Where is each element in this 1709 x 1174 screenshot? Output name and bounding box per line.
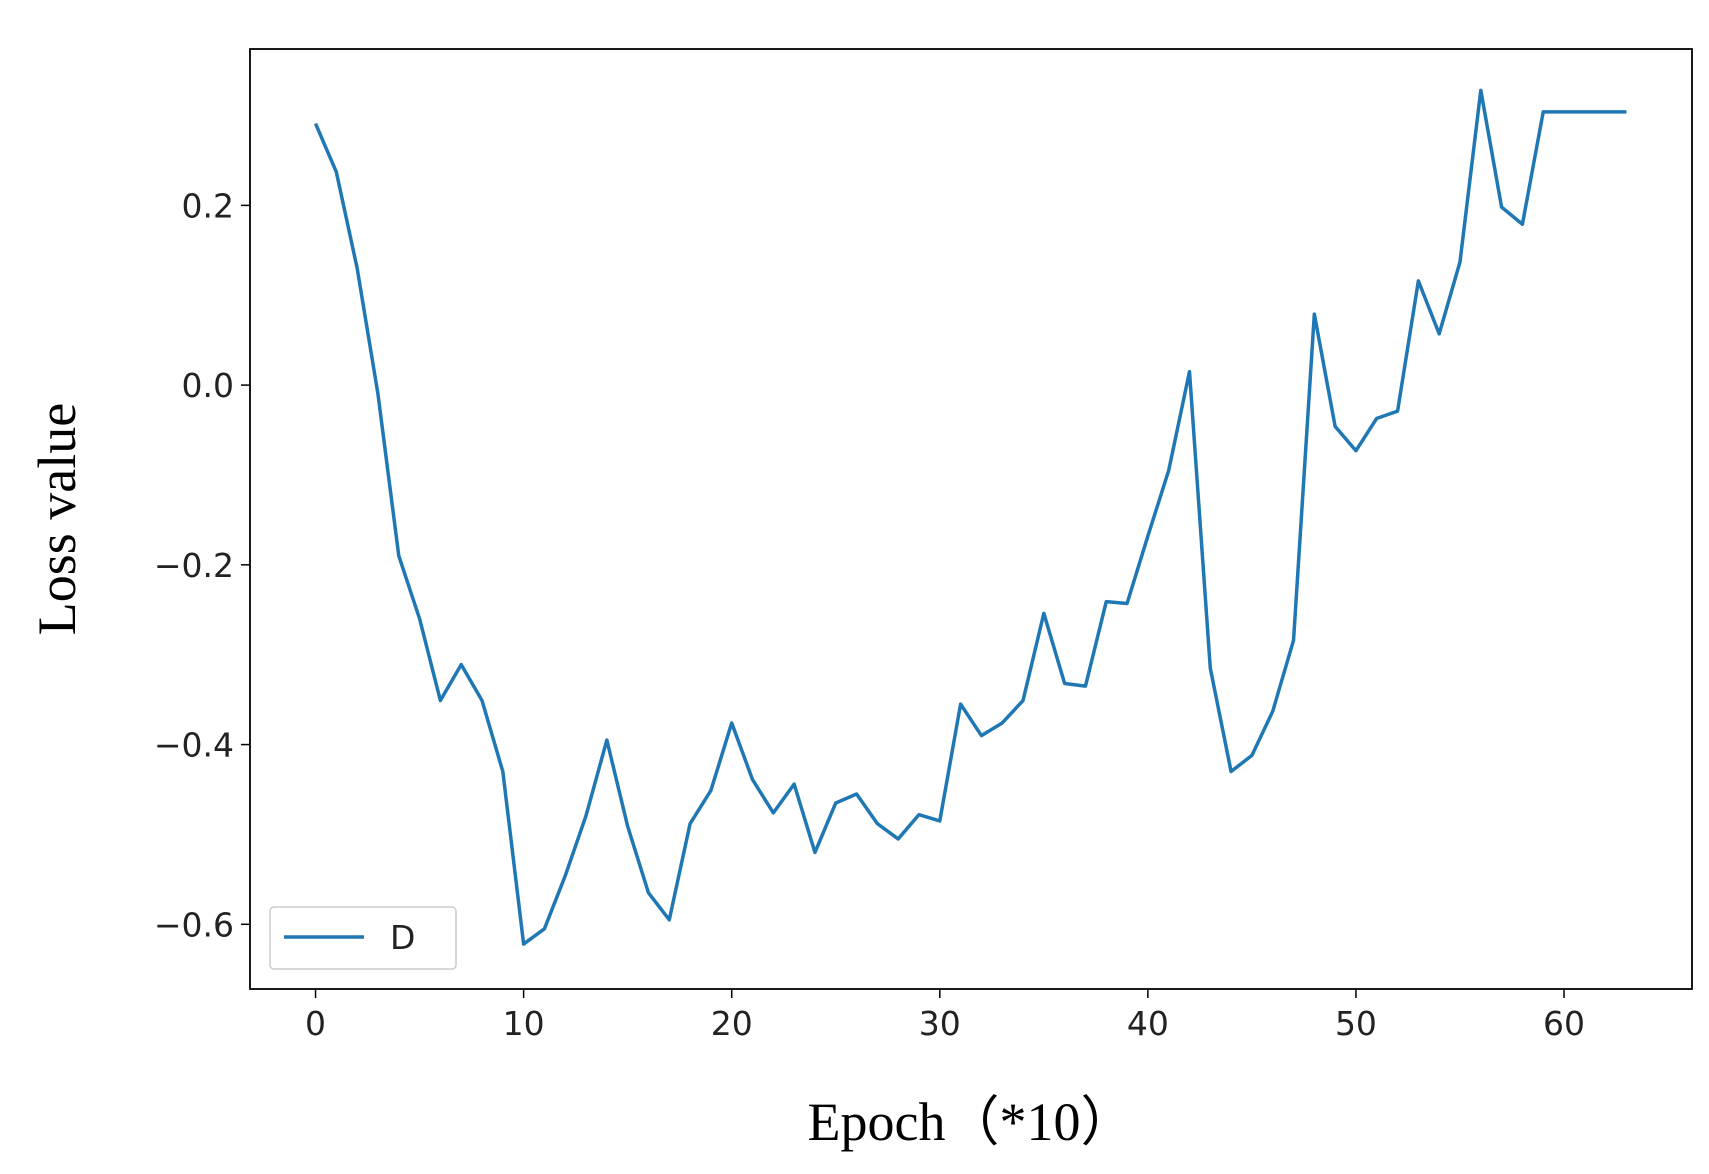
y-axis-title: Loss value bbox=[27, 403, 87, 635]
y-tick-label: −0.4 bbox=[154, 726, 234, 765]
x-tick-label: 0 bbox=[305, 1004, 326, 1043]
x-tick-label: 40 bbox=[1127, 1004, 1169, 1043]
x-axis-title: Epoch（*10） bbox=[808, 1092, 1135, 1152]
legend-label: D bbox=[390, 918, 415, 957]
y-tick-label: 0.2 bbox=[182, 186, 234, 225]
x-tick-label: 30 bbox=[919, 1004, 961, 1043]
x-tick-label: 10 bbox=[503, 1004, 545, 1043]
line-series bbox=[313, 88, 1627, 946]
x-tick-label: 20 bbox=[711, 1004, 753, 1043]
y-tick-label: −0.6 bbox=[154, 905, 234, 944]
y-tick-label: 0.0 bbox=[182, 366, 234, 405]
y-tick-label: −0.2 bbox=[154, 546, 234, 585]
x-tick-label: 60 bbox=[1543, 1004, 1585, 1043]
plot-frame bbox=[249, 48, 1693, 990]
x-tick-label: 50 bbox=[1335, 1004, 1377, 1043]
